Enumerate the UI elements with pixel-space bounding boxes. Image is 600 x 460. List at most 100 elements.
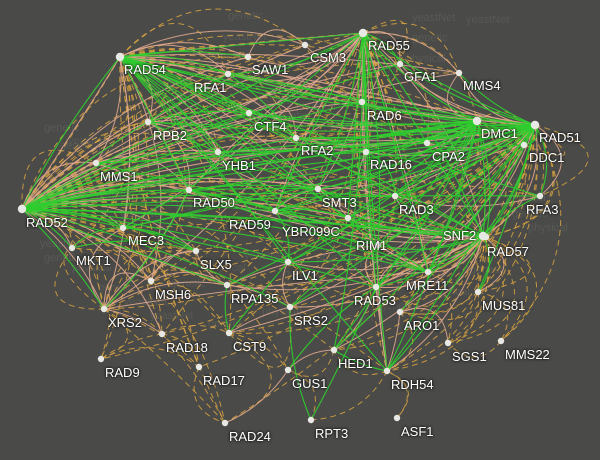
edge-yeastNet: [119, 56, 487, 238]
edge-yeastNet: [188, 189, 379, 246]
edge-physical: [21, 73, 229, 210]
graph-node-ddc1[interactable]: [520, 141, 528, 149]
edge-genetic: [21, 73, 229, 210]
edge-physical: [119, 42, 249, 58]
graph-node-rad59[interactable]: [271, 207, 279, 215]
graph-node-saw1[interactable]: [244, 53, 252, 61]
graph-node-rpb2[interactable]: [144, 118, 152, 126]
graph-node-mms1[interactable]: [92, 159, 100, 167]
graph-node-smt3[interactable]: [314, 185, 322, 193]
edge-genetic: [476, 120, 544, 197]
graph-node-gus1[interactable]: [284, 366, 292, 374]
edge-yeastNet: [274, 210, 290, 263]
edge-yeastNet: [476, 120, 486, 237]
graph-node-rad52[interactable]: [17, 204, 27, 214]
edge-yeastNet: [119, 56, 250, 114]
graph-node-gfa1[interactable]: [396, 60, 404, 68]
graph-node-dmc1[interactable]: [472, 116, 482, 126]
edge-physical: [226, 244, 379, 286]
edge-physical: [362, 32, 429, 273]
graph-node-sgs1[interactable]: [444, 339, 452, 347]
graph-node-rfa3[interactable]: [536, 192, 544, 200]
edge-physical: [95, 56, 122, 164]
edge-physical: [95, 156, 190, 191]
graph-node-mms4[interactable]: [455, 69, 463, 77]
edge-genetic: [224, 124, 536, 424]
edge-yeastNet: [310, 286, 377, 421]
graph-node-slx5[interactable]: [192, 247, 200, 255]
graph-node-yhb1[interactable]: [214, 148, 222, 156]
graph-node-rad53[interactable]: [372, 283, 380, 291]
graph-node-rad16[interactable]: [362, 148, 370, 156]
edge-physical: [119, 30, 306, 58]
graph-node-cst9[interactable]: [225, 329, 233, 337]
edge-yeastNet: [188, 189, 429, 273]
edge-genetic: [21, 208, 335, 351]
edge-yeastNet: [21, 101, 363, 210]
edge-yeastNet: [21, 56, 121, 210]
edge-yeastNet: [287, 235, 484, 263]
graph-node-xrs2[interactable]: [100, 305, 108, 313]
graph-node-ilv1[interactable]: [284, 258, 292, 266]
edge-yeastNet: [103, 189, 190, 310]
graph-node-rad24[interactable]: [221, 419, 229, 427]
graph-node-msh6[interactable]: [147, 277, 155, 285]
edge-genetic: [427, 244, 479, 293]
edge-genetic: [447, 124, 538, 344]
edge-physical: [534, 124, 562, 197]
graph-node-srs2[interactable]: [286, 303, 294, 311]
graph-node-aro1[interactable]: [396, 308, 404, 316]
edge-yeastNet: [119, 56, 388, 372]
edge-yeastNet: [21, 208, 73, 249]
edge-genetic: [274, 124, 536, 220]
graph-node-mkt1[interactable]: [68, 244, 76, 252]
graph-node-cpa2[interactable]: [423, 139, 431, 147]
edge-genetic: [476, 120, 526, 238]
graph-node-ctf4[interactable]: [245, 109, 253, 117]
edge-genetic: [100, 347, 200, 368]
graph-node-mus81[interactable]: [474, 288, 482, 296]
edge-genetic: [447, 291, 479, 344]
graph-node-rad50[interactable]: [185, 186, 193, 194]
edge-yeastNet: [377, 120, 478, 246]
graph-node-rad17[interactable]: [195, 363, 203, 371]
edge-yeastNet: [248, 112, 478, 126]
edge-genetic: [226, 124, 536, 286]
graph-node-rad55[interactable]: [358, 28, 368, 38]
edge-yeastNet: [119, 32, 364, 58]
graph-node-rad51[interactable]: [530, 120, 540, 130]
graph-node-rfa1[interactable]: [224, 70, 232, 78]
edge-yeastNet: [21, 208, 228, 286]
edge-yeastNet: [95, 120, 478, 164]
graph-node-rad9[interactable]: [97, 355, 105, 363]
graph-node-mms22[interactable]: [497, 337, 505, 345]
graph-node-rpt3[interactable]: [307, 416, 315, 424]
graph-node-rad57[interactable]: [482, 233, 490, 241]
edge-yeastNet: [21, 208, 289, 263]
edge-physical: [88, 227, 124, 310]
graph-node-csm3[interactable]: [301, 41, 309, 49]
graph-node-rad3[interactable]: [391, 192, 399, 200]
graph-node-mre11[interactable]: [424, 268, 432, 276]
graph-node-rad6[interactable]: [358, 98, 366, 106]
edge-genetic: [195, 250, 228, 286]
edge-physical: [304, 32, 364, 63]
graph-node-mec3[interactable]: [119, 224, 127, 232]
graph-node-ybr099c[interactable]: [344, 214, 352, 222]
edge-yeastNet: [119, 56, 396, 197]
graph-node-rim1[interactable]: [374, 241, 382, 249]
graph-node-rad18[interactable]: [158, 330, 166, 338]
edge-yeastNet: [119, 51, 249, 58]
graph-node-rad54[interactable]: [115, 52, 125, 62]
edge-genetic: [333, 236, 487, 351]
edge-physical: [375, 235, 484, 288]
edge-genetic: [287, 369, 316, 421]
edge-genetic: [333, 124, 536, 351]
edge-genetic: [119, 56, 428, 144]
graph-node-hed1[interactable]: [330, 346, 338, 354]
graph-node-rpa135[interactable]: [223, 281, 231, 289]
graph-node-rfa2[interactable]: [292, 134, 300, 142]
graph-node-asf1[interactable]: [393, 414, 401, 422]
graph-node-rdh54[interactable]: [383, 367, 391, 375]
